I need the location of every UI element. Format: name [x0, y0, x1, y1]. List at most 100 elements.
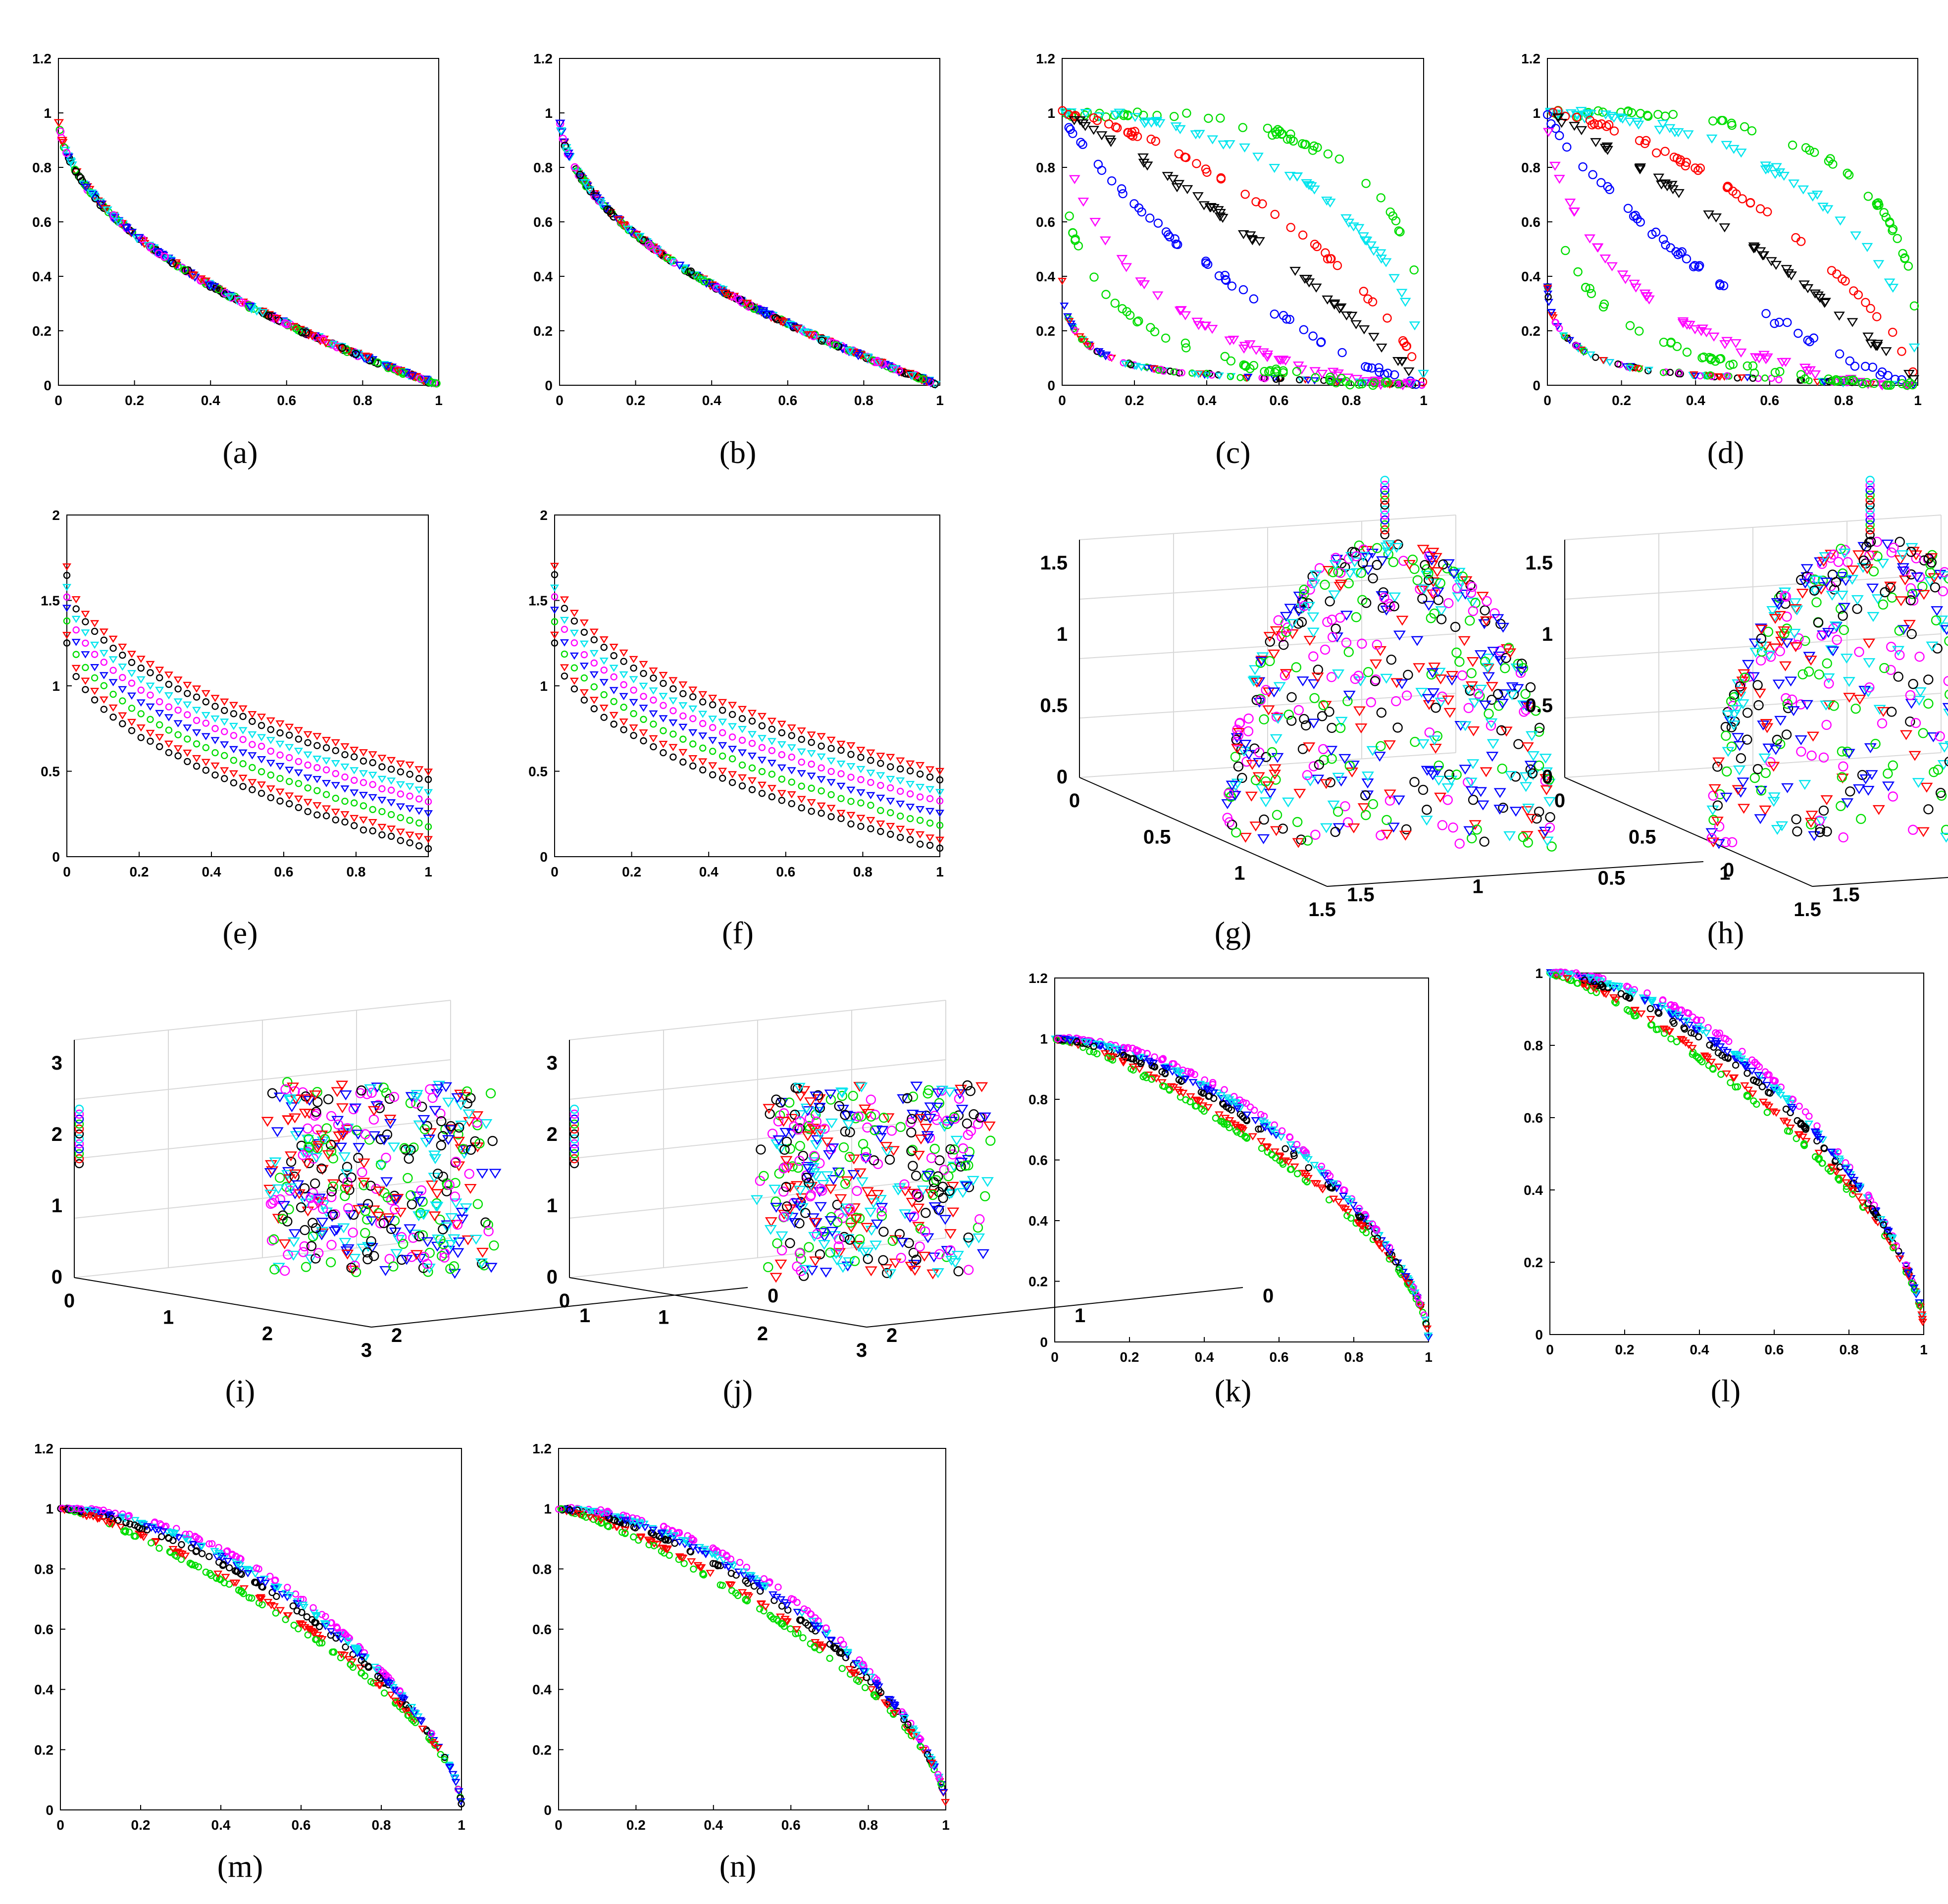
data-point — [1380, 510, 1389, 520]
data-point — [1565, 337, 1575, 345]
data-point — [384, 364, 393, 372]
data-point — [1523, 702, 1536, 713]
data-point — [211, 771, 219, 779]
data-point — [897, 1094, 910, 1104]
data-point — [472, 1199, 483, 1209]
data-point — [1129, 113, 1141, 122]
data-point — [559, 135, 567, 143]
data-point — [1493, 689, 1503, 699]
data-point — [1796, 237, 1806, 246]
data-point — [1863, 638, 1876, 649]
data-point — [728, 733, 736, 741]
data-point — [1241, 756, 1252, 767]
data-point — [1895, 537, 1905, 547]
data-point — [1625, 364, 1635, 372]
data-point — [1840, 654, 1853, 664]
data-point — [1480, 767, 1492, 777]
data-point — [1268, 770, 1281, 780]
data-point — [1738, 804, 1750, 814]
data-point — [1353, 224, 1365, 233]
data-point — [319, 1134, 330, 1144]
data-point — [1418, 784, 1429, 795]
data-point — [465, 1144, 476, 1155]
data-point — [600, 714, 608, 721]
data-point — [1077, 336, 1085, 343]
data-point — [1706, 371, 1714, 379]
data-point — [856, 789, 866, 797]
x-tick-label: 0.6 — [274, 864, 294, 879]
data-point — [346, 1262, 357, 1273]
data-point — [1756, 785, 1767, 796]
y-tick-label: 0.6 — [1028, 1153, 1048, 1168]
data-point — [1755, 655, 1766, 666]
data-point — [981, 1177, 994, 1187]
data-point — [640, 669, 647, 677]
data-point — [1188, 369, 1196, 377]
data-point — [276, 797, 284, 805]
data-point — [1181, 343, 1191, 353]
z-tick-label: 0 — [51, 1266, 62, 1288]
data-point — [1868, 566, 1879, 577]
data-point — [275, 763, 285, 771]
data-point — [579, 663, 589, 670]
data-point — [452, 1219, 463, 1230]
data-point — [1313, 143, 1322, 152]
data-point — [283, 320, 292, 329]
data-point — [589, 697, 599, 704]
data-point — [332, 794, 340, 802]
data-point — [422, 1259, 432, 1269]
data-point — [286, 800, 293, 808]
data-point — [1151, 117, 1162, 127]
data-point — [1099, 236, 1111, 246]
data-point — [1270, 309, 1280, 319]
data-point — [1240, 190, 1250, 199]
data-point — [1192, 192, 1204, 202]
data-point — [938, 1193, 948, 1203]
data-point — [1107, 354, 1115, 361]
data-point — [1897, 563, 1909, 573]
data-point — [1756, 633, 1767, 644]
data-point — [1743, 361, 1752, 371]
data-point — [336, 1131, 349, 1141]
data-point — [1271, 753, 1284, 763]
data-point — [826, 1143, 839, 1154]
data-point — [1898, 249, 1907, 258]
data-point — [860, 1223, 873, 1233]
data-point — [1837, 746, 1847, 757]
data-point — [257, 721, 265, 729]
y-tick-label: 0.2 — [1036, 323, 1055, 339]
data-point — [286, 1082, 300, 1093]
data-point — [1804, 656, 1817, 666]
data-point — [620, 726, 627, 733]
data-point — [1479, 700, 1491, 711]
data-point — [1708, 332, 1720, 342]
data-point — [1858, 379, 1867, 389]
data-point — [767, 1129, 778, 1139]
data-point — [1435, 578, 1445, 588]
data-point — [340, 764, 350, 771]
x-tick-label: 0.4 — [699, 864, 718, 879]
y-tick-label: 0.8 — [32, 160, 51, 175]
data-point — [238, 298, 246, 307]
data-point — [257, 734, 266, 741]
data-point — [1576, 126, 1588, 135]
data-point — [1396, 289, 1408, 298]
data-point — [1897, 375, 1906, 385]
data-point — [341, 818, 349, 826]
data-point — [781, 1136, 792, 1147]
y-tick-label: 0 — [52, 849, 60, 865]
panel-label-d: (d) — [1707, 435, 1744, 470]
x-tick-label: 2 — [262, 1323, 273, 1345]
data-point — [1296, 676, 1309, 687]
data-point — [1651, 148, 1661, 157]
data-point — [1770, 260, 1782, 270]
x-tick-label: 1 — [1719, 863, 1730, 884]
data-point — [1521, 705, 1532, 715]
data-point — [1380, 530, 1389, 540]
data-point — [423, 836, 433, 843]
data-point — [286, 754, 293, 762]
data-point — [257, 781, 266, 789]
data-point — [411, 1098, 421, 1109]
data-point — [950, 1135, 963, 1146]
data-point — [462, 1098, 472, 1109]
